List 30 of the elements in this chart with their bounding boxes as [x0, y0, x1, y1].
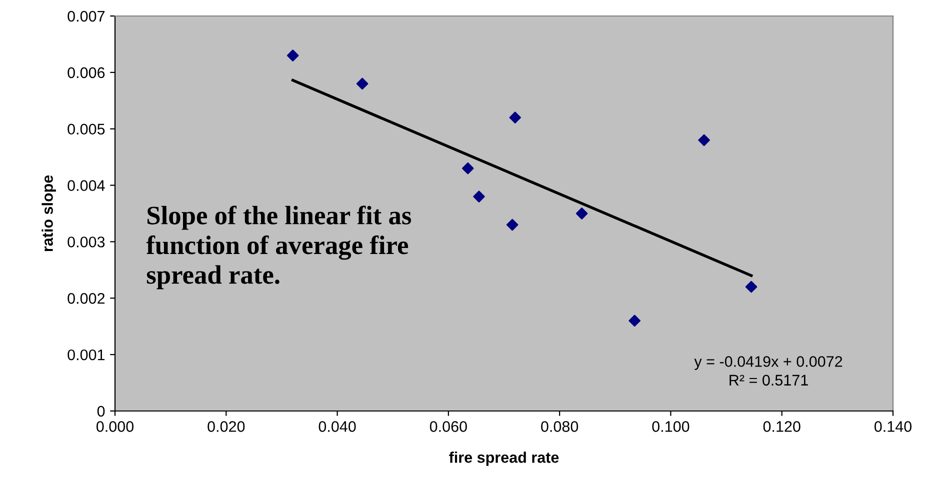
y-tick-label: 0.007: [68, 10, 105, 22]
x-tick-label: 0.060: [430, 421, 467, 432]
y-tick-label: 0.003: [68, 236, 105, 248]
y-tick-label: 0: [97, 406, 105, 417]
point: [698, 134, 710, 146]
y-tick-label: 0.006: [68, 67, 105, 78]
x-tick-label: 0.140: [874, 421, 912, 432]
x-tick-label: 0.080: [541, 421, 578, 432]
x-tick-label: 0.020: [208, 421, 245, 432]
x-tick-label: 0.000: [96, 421, 134, 432]
point: [286, 50, 299, 62]
x-axis-title: fire spread rate: [449, 452, 559, 466]
point: [745, 280, 758, 293]
point: [462, 162, 474, 174]
x-tick-label: 0.040: [318, 421, 356, 432]
annotation: Slope of the linear fit as function of average fire spread rate.: [146, 206, 412, 290]
x-tick-label: 0.120: [763, 421, 800, 432]
y-axis-title: ratio slope: [42, 175, 56, 252]
y-tick-label: 0.005: [68, 124, 105, 135]
annotation: y = -0.0419x + 0.0072 R² = 0.5171: [694, 356, 842, 386]
point: [509, 112, 522, 124]
point: [576, 208, 588, 220]
y-tick-label: 0.001: [68, 349, 105, 360]
y-tick-label: 0.002: [68, 293, 105, 304]
y-tick-label: 0.004: [68, 180, 105, 191]
point: [506, 218, 518, 231]
point: [356, 78, 368, 90]
x-tick-label: 0.100: [652, 421, 690, 432]
point: [628, 314, 640, 327]
point: [473, 190, 485, 202]
